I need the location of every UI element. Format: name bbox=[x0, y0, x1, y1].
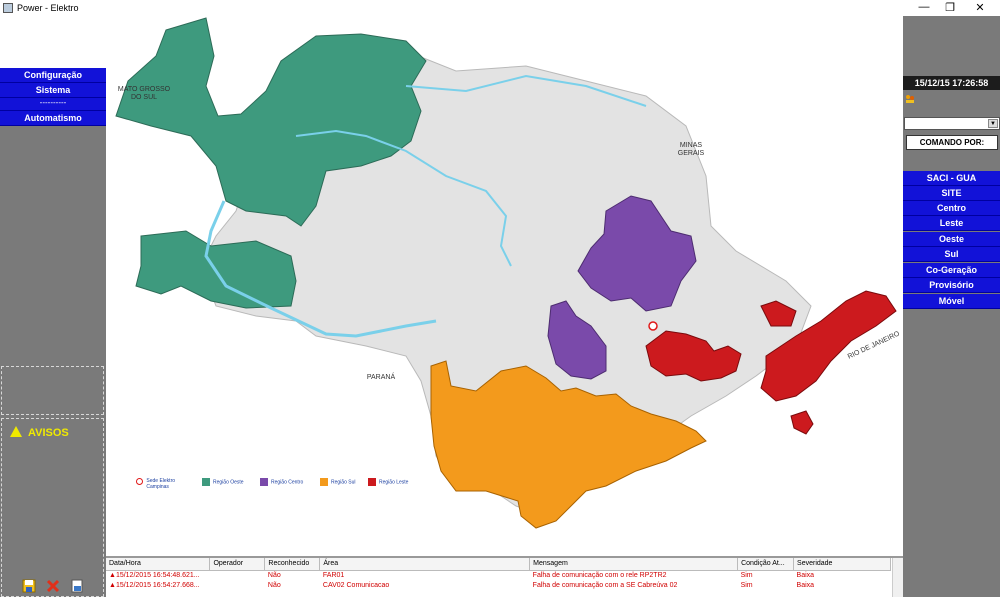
cell-operador bbox=[210, 570, 265, 580]
cell-datahora: ▲15/12/2015 16:54:27.668... bbox=[106, 580, 210, 590]
legend-sul: Região Sul bbox=[320, 478, 355, 486]
menu-automatismo[interactable]: Automatismo bbox=[0, 111, 106, 126]
warning-icon bbox=[10, 426, 22, 437]
cell-severidade: Baixa bbox=[796, 571, 815, 579]
col-mensagem[interactable]: Mensagem bbox=[529, 558, 739, 571]
delete-icon[interactable] bbox=[46, 579, 60, 593]
right-panel: 15/12/15 17:26:58 ▼ COMANDO POR: SACI - … bbox=[903, 16, 1000, 597]
app-icon bbox=[3, 3, 13, 13]
alarm-people-icon[interactable] bbox=[905, 94, 915, 104]
cell-operador bbox=[210, 580, 265, 590]
btn-movel[interactable]: Móvel bbox=[903, 294, 1000, 309]
command-select[interactable]: ▼ bbox=[904, 117, 1000, 130]
clock: 15/12/15 17:26:58 bbox=[903, 76, 1000, 90]
sede-icon bbox=[136, 478, 143, 485]
region-map[interactable] bbox=[106, 16, 903, 556]
col-area[interactable]: Área bbox=[319, 558, 531, 571]
legend-leste: Região Leste bbox=[368, 478, 408, 486]
restore-button[interactable]: ❐ bbox=[945, 2, 955, 14]
legend-centro-swatch bbox=[260, 478, 268, 486]
btn-saci-gua[interactable]: SACI - GUA bbox=[903, 171, 1000, 186]
info-panel bbox=[1, 366, 104, 415]
sede-marker[interactable] bbox=[648, 321, 658, 331]
close-button[interactable]: ✕ bbox=[975, 2, 985, 14]
map-region-leste-3 bbox=[760, 300, 797, 327]
window-title: Power - Elektro bbox=[17, 3, 79, 13]
legend-oeste: Região Oeste bbox=[202, 478, 244, 486]
col-severidade[interactable]: Severidade bbox=[793, 558, 891, 571]
avisos-panel: AVISOS bbox=[1, 418, 104, 597]
events-grid[interactable]: Data/Hora Operador Reconhecido Área Mens… bbox=[106, 556, 903, 597]
export-icon[interactable] bbox=[70, 579, 84, 593]
legend-centro-label: Região Centro bbox=[271, 479, 304, 486]
map-region-leste-4 bbox=[790, 410, 814, 435]
map-region-leste-1 bbox=[645, 330, 742, 382]
col-condicao[interactable]: Condição At... bbox=[737, 558, 795, 571]
save-icon[interactable] bbox=[22, 579, 36, 593]
map-region-centro-north bbox=[577, 195, 697, 312]
map-area[interactable]: MATO GROSSO DO SUL MINAS GERAIS PARANÁ R… bbox=[106, 16, 903, 556]
map-region-leste-2 bbox=[760, 290, 897, 402]
col-operador[interactable]: Operador bbox=[209, 558, 266, 571]
label-mato-grosso: MATO GROSSO DO SUL bbox=[117, 86, 171, 101]
cell-datahora-text: 15/12/2015 16:54:27.668... bbox=[115, 581, 200, 589]
menu-separator: ---------- bbox=[0, 98, 106, 111]
comando-por-label: COMANDO POR: bbox=[906, 135, 998, 150]
menu-sistema[interactable]: Sistema bbox=[0, 83, 106, 98]
btn-provisorio[interactable]: Provisório bbox=[903, 278, 1000, 293]
btn-co-geracao[interactable]: Co-Geração bbox=[903, 263, 1000, 278]
cell-condicao: Sim bbox=[740, 581, 753, 589]
cell-datahora-text: 15/12/2015 16:54:48.621... bbox=[115, 571, 200, 579]
cell-mensagem: Falha de comunicação com a SE Cabreúva 0… bbox=[532, 581, 678, 589]
legend-sul-swatch bbox=[320, 478, 328, 486]
table-row[interactable]: ▲15/12/2015 16:54:27.668... Não CAV02 Co… bbox=[106, 580, 891, 590]
legend-oeste-label: Região Oeste bbox=[213, 479, 244, 486]
map-region-centro-south bbox=[547, 300, 607, 380]
table-row[interactable]: ▲15/12/2015 16:54:48.621... Não FAR01 Fa… bbox=[106, 570, 891, 580]
alarm-bell-icon: ▲ bbox=[109, 581, 116, 589]
events-scrollbar[interactable] bbox=[892, 558, 903, 597]
map-river-grande bbox=[405, 74, 647, 107]
btn-oeste[interactable]: Oeste bbox=[903, 232, 1000, 247]
menu-configuracao[interactable]: Configuração bbox=[0, 68, 106, 83]
legend-leste-label: Região Leste bbox=[379, 479, 409, 486]
cell-datahora: ▲15/12/2015 16:54:48.621... bbox=[106, 570, 210, 580]
btn-centro[interactable]: Centro bbox=[903, 201, 1000, 216]
legend-oeste-swatch bbox=[202, 478, 210, 486]
chevron-down-icon[interactable]: ▼ bbox=[988, 119, 998, 128]
legend-sul-label: Região Sul bbox=[331, 479, 356, 486]
cell-area: FAR01 bbox=[322, 571, 345, 579]
minimize-button[interactable]: — bbox=[918, 1, 930, 13]
cell-condicao: Sim bbox=[740, 571, 753, 579]
legend-sede: Sede Elektro Campinas bbox=[136, 478, 175, 490]
btn-sul[interactable]: Sul bbox=[903, 247, 1000, 262]
legend-centro: Região Centro bbox=[260, 478, 303, 486]
label-parana: PARANÁ bbox=[366, 374, 396, 381]
cell-severidade: Baixa bbox=[796, 581, 815, 589]
map-river-parana bbox=[204, 200, 437, 338]
legend-leste-swatch bbox=[368, 478, 376, 486]
btn-leste[interactable]: Leste bbox=[903, 216, 1000, 231]
avisos-heading: AVISOS bbox=[10, 425, 69, 439]
left-panel: Configuração Sistema ---------- Automati… bbox=[0, 68, 106, 597]
cell-reconhecido: Não bbox=[267, 571, 281, 579]
avisos-label: AVISOS bbox=[28, 427, 69, 439]
map-river-tiete bbox=[295, 129, 512, 267]
legend-sede-label: Sede Elektro Campinas bbox=[146, 478, 176, 490]
cell-area: CAV02 Comunicacao bbox=[322, 581, 390, 589]
label-minas-gerais: MINAS GERAIS bbox=[677, 142, 705, 157]
cell-reconhecido: Não bbox=[267, 581, 281, 589]
col-datahora[interactable]: Data/Hora bbox=[106, 558, 211, 571]
cell-mensagem: Falha de comunicação com o rele RP2TR2 bbox=[532, 571, 667, 579]
alarm-bell-icon: ▲ bbox=[109, 571, 116, 579]
title-bar: Power - Elektro — ❐ ✕ bbox=[0, 0, 1000, 16]
map-region-sul bbox=[430, 360, 707, 529]
col-reconhecido[interactable]: Reconhecido bbox=[264, 558, 321, 571]
btn-site[interactable]: SITE bbox=[903, 186, 1000, 201]
